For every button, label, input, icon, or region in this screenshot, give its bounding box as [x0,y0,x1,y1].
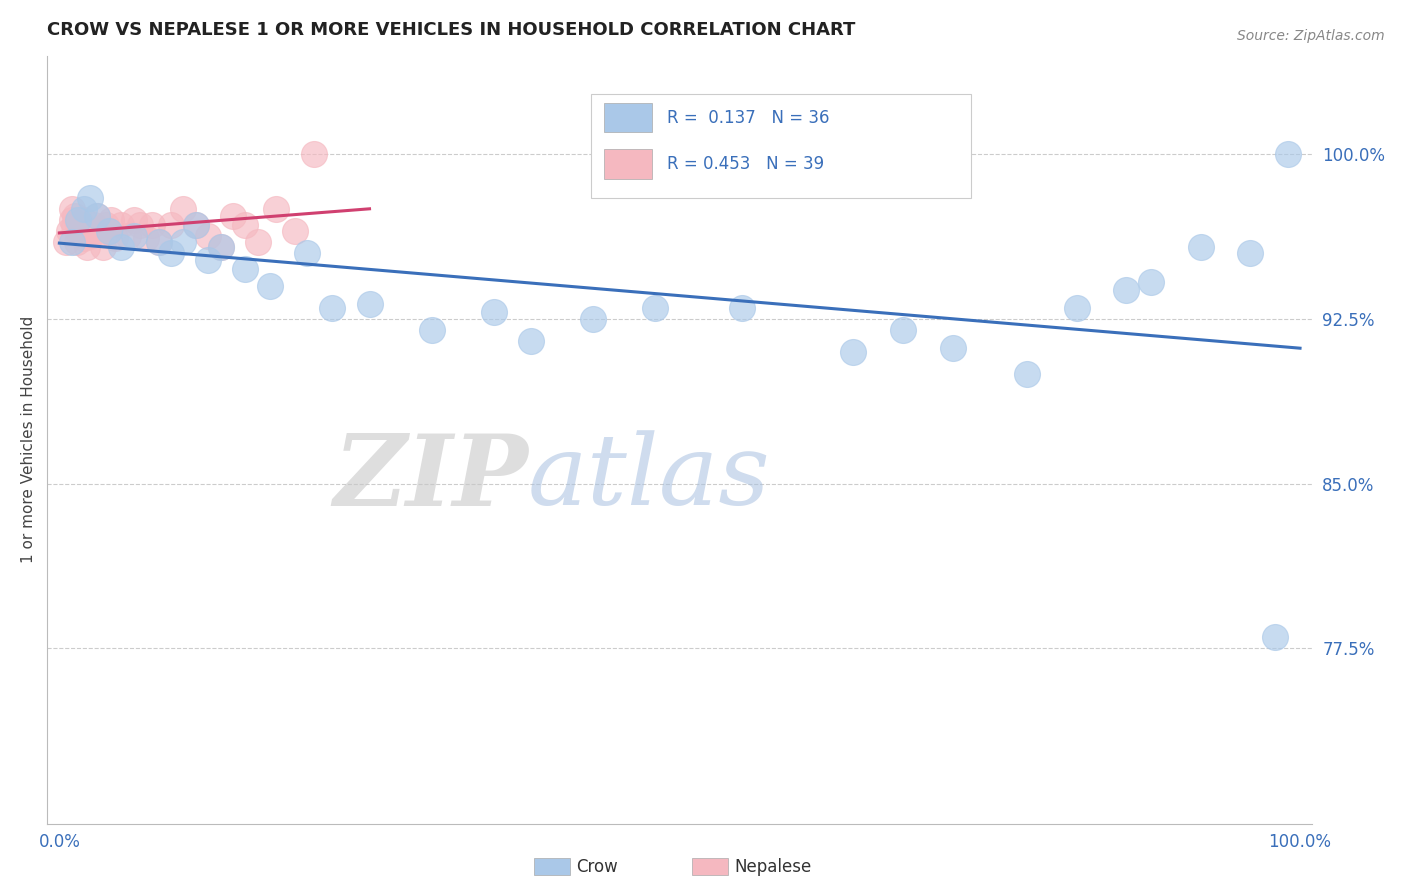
Point [98,224,121,238]
Point [197,228,219,243]
Point [197,252,219,267]
Point [98,224,121,238]
Point [83,218,105,232]
Point [520,334,543,348]
Point [70,218,93,232]
Point [117,228,139,243]
Point [148,235,170,250]
FancyBboxPatch shape [603,149,652,178]
Point [1017,367,1039,381]
Point [60,202,83,217]
Point [87,224,110,238]
Point [1277,147,1299,161]
Point [1264,630,1286,644]
Text: R = 0.453   N = 39: R = 0.453 N = 39 [666,155,824,173]
Point [104,231,127,245]
Point [66,213,89,227]
Point [65,209,87,223]
Point [302,147,325,161]
Point [1115,284,1137,298]
Point [235,261,257,276]
Point [148,235,170,250]
Point [122,213,145,227]
Point [73,213,96,227]
Text: ZIP: ZIP [333,430,527,526]
Point [420,323,443,337]
Point [297,246,319,260]
Point [79,228,101,243]
Point [266,202,288,217]
Point [321,301,343,315]
Point [73,202,96,217]
Point [172,235,194,250]
Text: R =  0.137   N = 36: R = 0.137 N = 36 [666,109,830,127]
Point [942,341,965,355]
Point [60,235,83,250]
Text: Nepalese: Nepalese [734,858,811,876]
Point [63,218,86,232]
Text: CROW VS NEPALESE 1 OR MORE VEHICLES IN HOUSEHOLD CORRELATION CHART: CROW VS NEPALESE 1 OR MORE VEHICLES IN H… [46,21,855,39]
Point [184,218,207,232]
Point [582,312,605,326]
Point [110,218,132,232]
Point [184,218,207,232]
Point [209,239,232,253]
Point [259,279,281,293]
Point [86,209,108,223]
FancyBboxPatch shape [534,858,569,875]
Point [1066,301,1088,315]
Point [1239,246,1261,260]
Point [284,224,307,238]
Point [731,301,754,315]
Point [73,231,96,245]
Point [891,323,914,337]
Point [86,209,108,223]
Point [96,218,118,232]
Point [129,218,152,232]
Point [122,228,145,243]
Point [76,239,98,253]
Point [160,218,183,232]
Point [91,239,114,253]
Point [482,305,505,319]
Point [842,345,865,359]
Point [246,235,269,250]
Point [359,296,381,310]
Point [172,202,194,217]
Point [110,239,132,253]
FancyBboxPatch shape [603,103,652,133]
Point [66,224,89,238]
FancyBboxPatch shape [692,858,728,875]
Point [222,209,245,223]
Point [209,239,232,253]
Text: atlas: atlas [527,431,770,525]
Point [644,301,666,315]
Point [79,191,101,205]
Point [66,235,89,250]
Point [235,218,257,232]
Point [1189,239,1212,253]
FancyBboxPatch shape [591,94,970,198]
Y-axis label: 1 or more Vehicles in Household: 1 or more Vehicles in Household [21,316,35,564]
Point [100,213,122,227]
Point [1140,275,1163,289]
Point [141,218,163,232]
Point [58,224,80,238]
Point [160,246,183,260]
Text: Source: ZipAtlas.com: Source: ZipAtlas.com [1237,29,1385,43]
Point [55,235,77,250]
Point [60,213,83,227]
Text: Crow: Crow [576,858,617,876]
Point [135,231,157,245]
